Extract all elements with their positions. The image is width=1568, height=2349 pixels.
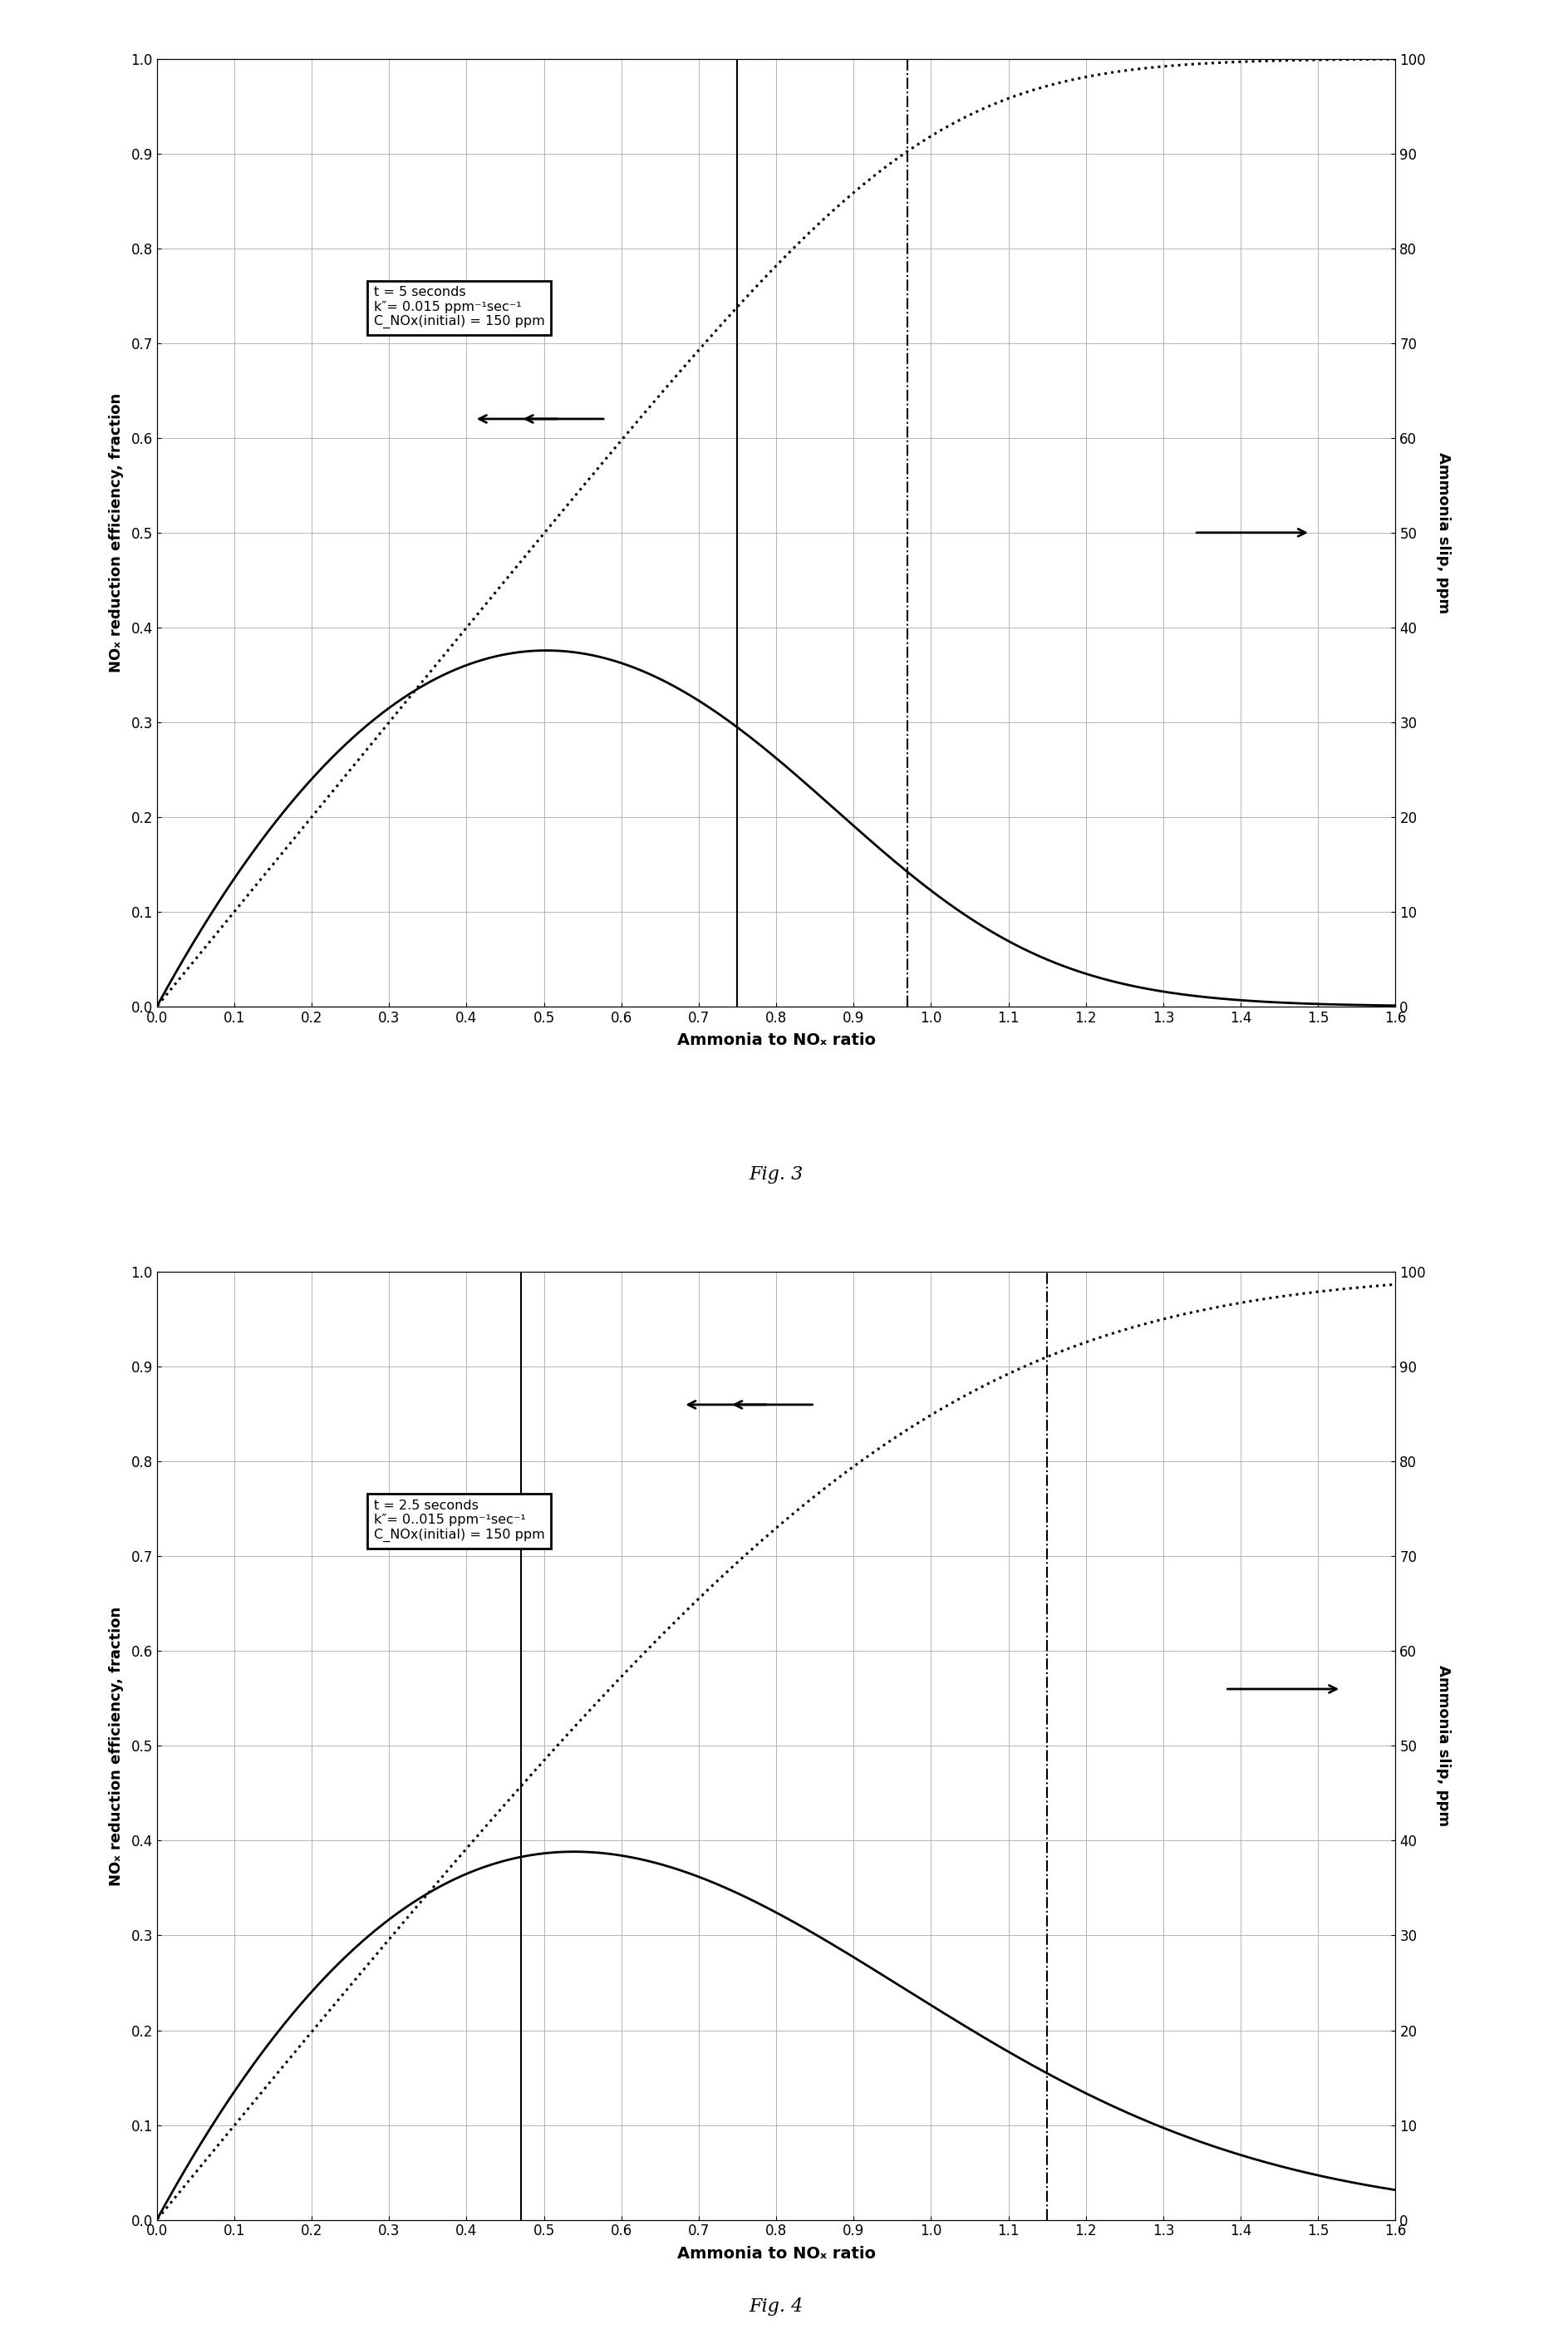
Text: Fig. 4: Fig. 4 [750,2297,803,2316]
Y-axis label: NOₓ reduction efficiency, fraction: NOₓ reduction efficiency, fraction [108,392,124,672]
Y-axis label: Ammonia slip, ppm: Ammonia slip, ppm [1436,1665,1452,1828]
Y-axis label: NOₓ reduction efficiency, fraction: NOₓ reduction efficiency, fraction [108,1607,124,1886]
X-axis label: Ammonia to NOₓ ratio: Ammonia to NOₓ ratio [677,2246,875,2262]
Text: t = 2.5 seconds
k″= 0..015 ppm⁻¹sec⁻¹
C_NOx(initial) = 150 ppm: t = 2.5 seconds k″= 0..015 ppm⁻¹sec⁻¹ C_… [373,1499,544,1541]
Text: t = 5 seconds
k″= 0.015 ppm⁻¹sec⁻¹
C_NOx(initial) = 150 ppm: t = 5 seconds k″= 0.015 ppm⁻¹sec⁻¹ C_NOx… [373,287,544,329]
Text: Fig. 3: Fig. 3 [750,1165,803,1184]
X-axis label: Ammonia to NOₓ ratio: Ammonia to NOₓ ratio [677,1034,875,1048]
Y-axis label: Ammonia slip, ppm: Ammonia slip, ppm [1436,451,1452,613]
